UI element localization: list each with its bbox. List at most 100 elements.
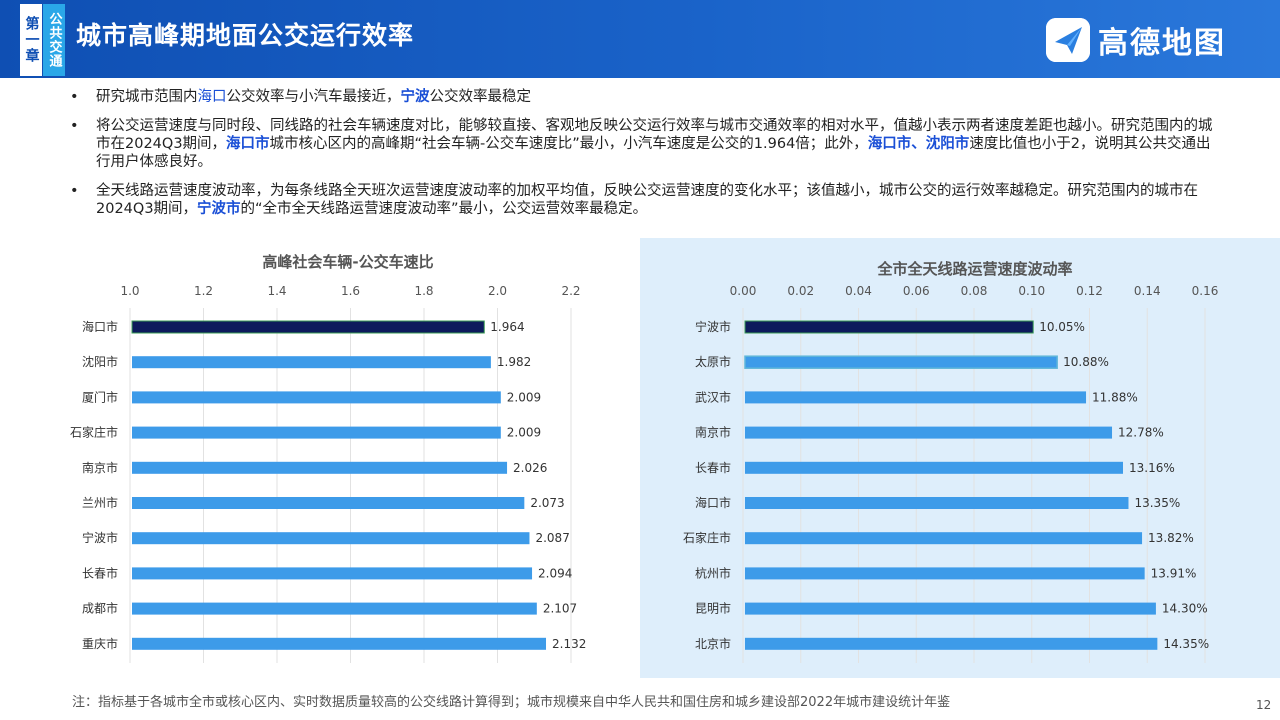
bar — [744, 320, 1034, 334]
header-bar: 第一章 公共交通 城市高峰期地面公交运行效率 高德地图 — [0, 0, 1280, 78]
bar — [132, 356, 491, 369]
bullet-fragment: 宁波市 — [197, 201, 241, 217]
speed-ratio-chart-svg: 高峰社会车辆-公交车速比 1.0 1.2 1.4 1.6 1.8 2.0 2.2 海口市 1.96… — [70, 253, 586, 663]
bullet-item: • 全天线路运营速度波动率，为每条线路全天班次运营速度波动率的加权平均值，反映公交… — [70, 183, 1198, 217]
category-label: 海口市 — [82, 319, 118, 334]
x-tick-label: 0.14 — [1134, 284, 1161, 298]
bar — [744, 355, 1058, 369]
data-label: 2.073 — [530, 496, 564, 510]
data-label: 2.087 — [535, 531, 569, 545]
chapter-badge: 第一章 — [20, 4, 42, 76]
bar — [745, 602, 1156, 615]
footnote: 注：指标基于各城市全市或核心区内、实时数据质量较高的公交线路计算得到；城市规模来… — [72, 695, 951, 710]
bullet-fragment: 全天线路运营速度波动率，为每条线路全天班次运营速度波动率的加权平均值，反映公交运… — [96, 183, 1198, 217]
data-label: 10.05% — [1039, 320, 1085, 334]
category-label: 宁波市 — [695, 319, 731, 334]
bar — [132, 567, 533, 580]
volatility-chart-svg: 全市全天线路运营速度波动率 0.00 0.02 0.04 0.06 0.08 0.10 0.1… — [683, 260, 1218, 663]
bullet-fragment: 的“全市全天线路运营速度波动率”最小，公交运营效率最稳定。 — [240, 201, 648, 217]
data-label: 10.88% — [1063, 355, 1109, 369]
x-tick-label: 0.04 — [845, 284, 872, 298]
bullet-text-3: 全天线路运营速度波动率，为每条线路全天班次运营速度波动率的加权平均值，反映公交运… — [96, 183, 1198, 217]
logo-text: 高德地图 — [1098, 26, 1226, 61]
bar — [745, 637, 1158, 650]
data-label: 13.16% — [1129, 461, 1175, 475]
category-label: 石家庄市 — [70, 425, 118, 440]
x-tick-label: 2.2 — [561, 284, 580, 298]
bullet-fragment: 公交效率最稳定 — [429, 89, 532, 105]
category-label: 长春市 — [82, 565, 118, 580]
bullet-fragment: 宁波 — [400, 89, 430, 105]
data-label: 2.009 — [507, 390, 541, 404]
bar — [131, 320, 485, 334]
chart-volatility: 全市全天线路运营速度波动率 0.00 0.02 0.04 0.06 0.08 0.10 0.1… — [640, 238, 1280, 678]
category-label: 太原市 — [695, 354, 731, 369]
category-label: 兰州市 — [82, 495, 118, 510]
x-tick-label: 1.4 — [267, 284, 286, 298]
bullet-fragment: 城市核心区内的高峰期“社会车辆-公交车速度比”最小，小汽车速度是公交的1.964… — [269, 136, 868, 152]
bar — [132, 391, 501, 404]
data-label: 14.35% — [1163, 637, 1209, 651]
x-tick-label: 0.08 — [961, 284, 988, 298]
x-tick-label: 0.06 — [903, 284, 930, 298]
bullet-fragment: 海口市 — [226, 136, 270, 152]
data-label: 14.30% — [1162, 602, 1208, 616]
x-tick-label: 0.12 — [1076, 284, 1103, 298]
bullet-fragment: 海口 — [197, 89, 227, 105]
bullet-fragment: 研究城市范围内 — [96, 89, 198, 105]
data-label: 1.982 — [497, 355, 531, 369]
chart-title: 高峰社会车辆-公交车速比 — [262, 253, 433, 271]
bullet-list: • 研究城市范围内海口公交效率与小汽车最接近，宁波公交效率最稳定 • 将公交运营速度… — [70, 88, 1220, 229]
x-tick-label: 1.6 — [341, 284, 360, 298]
bullet-fragment: 海口市、沈阳市 — [867, 136, 970, 152]
gaode-map-logo-icon — [1046, 18, 1090, 62]
x-tick-label: 1.0 — [120, 284, 139, 298]
bar — [745, 426, 1113, 439]
bullet-fragment: 将公交运营速度与同时段、同线路的社会车辆速度对比，能够较直接、客观地反映公交运行… — [96, 118, 1213, 152]
data-label: 2.094 — [538, 566, 572, 580]
category-label: 厦门市 — [82, 389, 118, 404]
bullet-fragment: 公交效率与小汽车最接近， — [226, 89, 401, 105]
data-label: 2.107 — [543, 602, 577, 616]
x-tick-label: 0.10 — [1018, 284, 1045, 298]
category-label: 海口市 — [695, 495, 731, 510]
bar — [132, 602, 537, 615]
bar — [132, 532, 530, 545]
bar — [745, 391, 1087, 404]
data-label: 2.009 — [507, 426, 541, 440]
data-label: 2.132 — [552, 637, 586, 651]
category-label: 沈阳市 — [82, 354, 118, 369]
bar — [132, 426, 501, 439]
chart-title: 全市全天线路运营速度波动率 — [876, 260, 1072, 278]
chart-speed-ratio: 高峰社会车辆-公交车速比 1.0 1.2 1.4 1.6 1.8 2.0 2.2 海口市 1.96… — [0, 238, 640, 678]
category-label: 武汉市 — [695, 389, 731, 404]
page-number: 12 — [1256, 698, 1272, 712]
category-label: 南京市 — [82, 460, 118, 475]
data-label: 2.026 — [513, 461, 547, 475]
bullet-fragment: 速度比值也小于2，说明其公共交通出行用户体感良好。 — [96, 136, 1211, 170]
category-label: 昆明市 — [695, 601, 731, 616]
x-tick-label: 1.8 — [414, 284, 433, 298]
x-tick-label: 1.2 — [194, 284, 213, 298]
category-label: 宁波市 — [82, 530, 118, 545]
brand-logo: 高德地图 — [1046, 17, 1226, 63]
bar — [745, 461, 1123, 474]
data-label: 13.82% — [1148, 531, 1194, 545]
category-label: 南京市 — [695, 425, 731, 440]
category-label: 成都市 — [82, 601, 118, 616]
data-label: 1.964 — [490, 320, 524, 334]
bar — [745, 532, 1143, 545]
category-label: 长春市 — [695, 460, 731, 475]
bullet-text-2: 将公交运营速度与同时段、同线路的社会车辆速度对比，能够较直接、客观地反映公交运行… — [96, 118, 1213, 170]
data-label: 13.35% — [1134, 496, 1180, 510]
bar — [132, 461, 508, 474]
bar — [745, 567, 1145, 580]
bullet-item: • 将公交运营速度与同时段、同线路的社会车辆速度对比，能够较直接、客观地反映公交运… — [70, 118, 1213, 170]
bar — [132, 497, 525, 509]
category-label: 北京市 — [695, 636, 731, 651]
bullet-item: • 研究城市范围内海口公交效率与小汽车最接近，宁波公交效率最稳定 — [70, 89, 531, 105]
category-label: 重庆市 — [82, 636, 118, 651]
category-label: 石家庄市 — [683, 530, 731, 545]
bullet-text-1: 研究城市范围内海口公交效率与小汽车最接近，宁波公交效率最稳定 — [96, 89, 531, 105]
x-tick-label: 0.02 — [787, 284, 814, 298]
